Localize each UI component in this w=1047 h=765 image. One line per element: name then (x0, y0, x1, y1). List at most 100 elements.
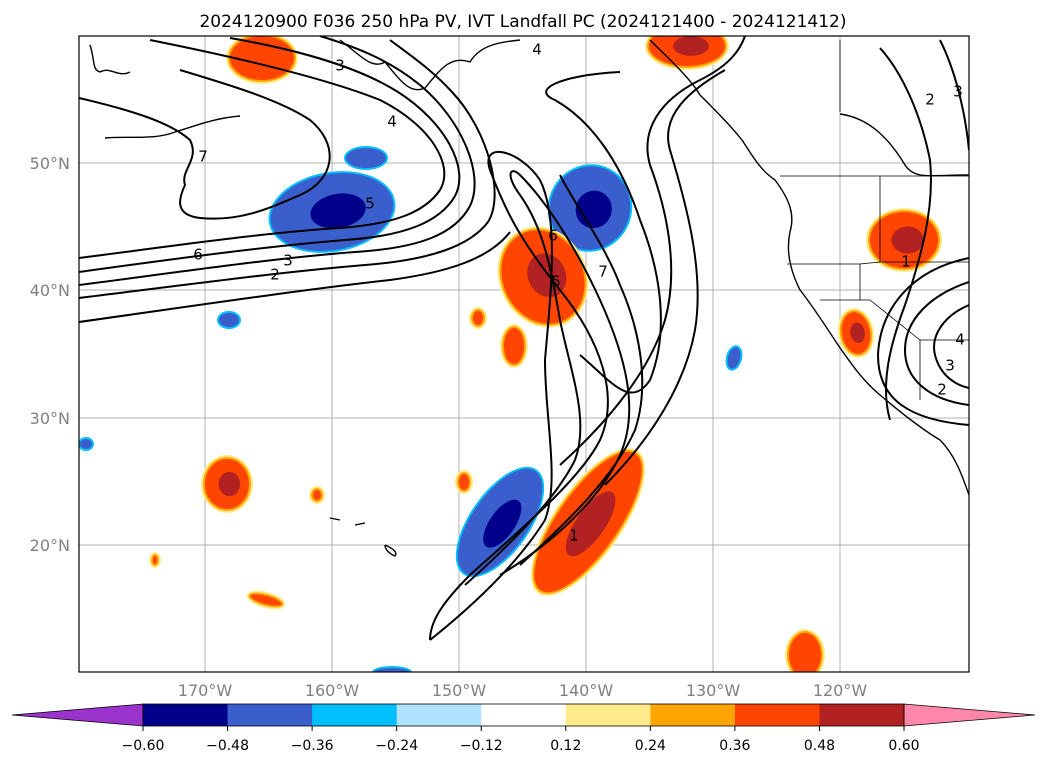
contour-line-low-3 (876, 257, 969, 426)
north-america-coast (649, 39, 969, 496)
contour-label: 7 (198, 148, 208, 166)
colorbar-segment (650, 704, 736, 726)
neg-blob-edge (79, 437, 94, 451)
contour-label: 5 (551, 273, 561, 291)
contour-label: 3 (335, 57, 345, 75)
lon-label-150w: 150°W (432, 681, 487, 700)
colorbar-segment (312, 704, 398, 726)
contour-lines (79, 36, 969, 641)
neg-blob-small-west (217, 311, 241, 329)
pos-blob-tiny-4 (246, 590, 286, 610)
lat-label-20n: 20°N (30, 536, 70, 555)
colorbar-segment (734, 704, 820, 726)
contour-line-ridge-3 (545, 71, 662, 394)
contour-label: 4 (955, 331, 965, 349)
hawaii-islands (329, 517, 397, 557)
colorbar-segment (481, 704, 567, 726)
contour-label: 3 (953, 83, 963, 101)
pos-blob-tiny-3 (309, 486, 325, 504)
figure-title: 2024120900 F036 250 hPa PV, IVT Landfall… (199, 12, 846, 32)
contour-line-east-1 (879, 47, 932, 421)
contour-label: 5 (365, 195, 375, 213)
colorbar-extend-max (903, 703, 1036, 727)
colorbar (11, 703, 1036, 727)
contour-line-3 (79, 36, 476, 286)
pos-blob-west-tropical (201, 455, 253, 513)
contour-line-1 (79, 39, 446, 259)
pos-blob-tiny-2 (455, 470, 473, 494)
contour-label: 3 (945, 357, 955, 375)
colorbar-segment (396, 704, 482, 726)
contour-line-trough-mid (464, 170, 631, 586)
colorbar-tick-label: −0.12 (460, 738, 503, 754)
contour-label: 1 (901, 253, 911, 271)
contour-line-low-2 (933, 304, 969, 389)
contour-line-low-1 (903, 281, 969, 406)
lon-label-130w: 130°W (686, 681, 741, 700)
us-state-borders-south (820, 299, 969, 400)
colorbar-extend-min (11, 703, 144, 727)
contour-label: 2 (925, 91, 935, 109)
neg-blob-bottom (372, 666, 412, 672)
colorbar-segment (565, 704, 651, 726)
contour-line-trough-outer (429, 151, 609, 641)
colorbar-tick-label: −0.36 (291, 738, 334, 754)
lat-label-40n: 40°N (30, 281, 70, 300)
contour-label: 4 (532, 41, 542, 59)
contour-line-ridge-1 (559, 36, 746, 466)
contour-line-6 (79, 69, 331, 220)
map-frame (78, 35, 970, 673)
contour-label: 1 (569, 527, 579, 545)
neg-blob-subtropical (455, 466, 545, 578)
pos-blob-north-east (645, 36, 729, 70)
pos-blob-trough (497, 226, 589, 328)
contour-label: 2 (270, 266, 280, 284)
lon-label-140w: 140°W (559, 681, 614, 700)
colorbar-tick-label: 0.60 (888, 738, 919, 754)
colorbar-segment (143, 704, 229, 726)
neg-blob-gulf-west (268, 171, 396, 253)
contour-line-5 (79, 231, 511, 323)
neg-blob-small-north (344, 146, 388, 170)
contour-label: 6 (548, 227, 558, 245)
pos-blob-california (837, 308, 875, 358)
colorbar-frame (142, 703, 905, 727)
lon-label-160w: 160°W (305, 681, 360, 700)
contour-line-ridge-2 (604, 69, 726, 486)
colorbar-tick-label: 0.24 (635, 738, 666, 754)
colorbar-tick-label: 0.12 (550, 738, 581, 754)
lat-label-50n: 50°N (30, 154, 70, 173)
contour-line-4 (79, 39, 496, 299)
colorbar-tick-label: −0.60 (122, 738, 165, 754)
contour-line-east-2 (939, 39, 969, 151)
contour-line-2 (79, 37, 461, 273)
pos-blob-subtropical (530, 448, 646, 596)
siberia-coast (89, 44, 131, 75)
neg-blob-small-east (725, 345, 743, 371)
colorbar-segment (227, 704, 313, 726)
lat-label-30n: 30°N (30, 409, 70, 428)
colorbar-tick-label: −0.48 (206, 738, 249, 754)
contour-label: 3 (283, 252, 293, 270)
colorbar-tick-label: 0.48 (804, 738, 835, 754)
colorbar-segment (819, 704, 905, 726)
colorbar-tick-label: 0.36 (719, 738, 750, 754)
contour-label: 2 (937, 381, 947, 399)
pos-blob-tiny-1 (469, 307, 487, 329)
neg-blob-offshore-north (547, 164, 633, 252)
pv-shading (79, 36, 942, 672)
contour-label: 6 (193, 246, 203, 264)
lon-label-170w: 170°W (178, 681, 233, 700)
pos-blob-mid-small (500, 324, 528, 368)
pos-blob-tiny-5 (149, 552, 161, 568)
colorbar-ticks: −0.60 −0.48 −0.36 −0.24 −0.12 0.12 0.24 0.36 0.4… (122, 726, 920, 754)
colorbar-tick-label: −0.24 (375, 738, 418, 754)
aleutian-islands (104, 115, 241, 139)
pos-blob-south (785, 629, 825, 672)
contour-label: 7 (598, 263, 608, 281)
contour-label: 4 (387, 113, 397, 131)
lon-label-120w: 120°W (813, 681, 868, 700)
